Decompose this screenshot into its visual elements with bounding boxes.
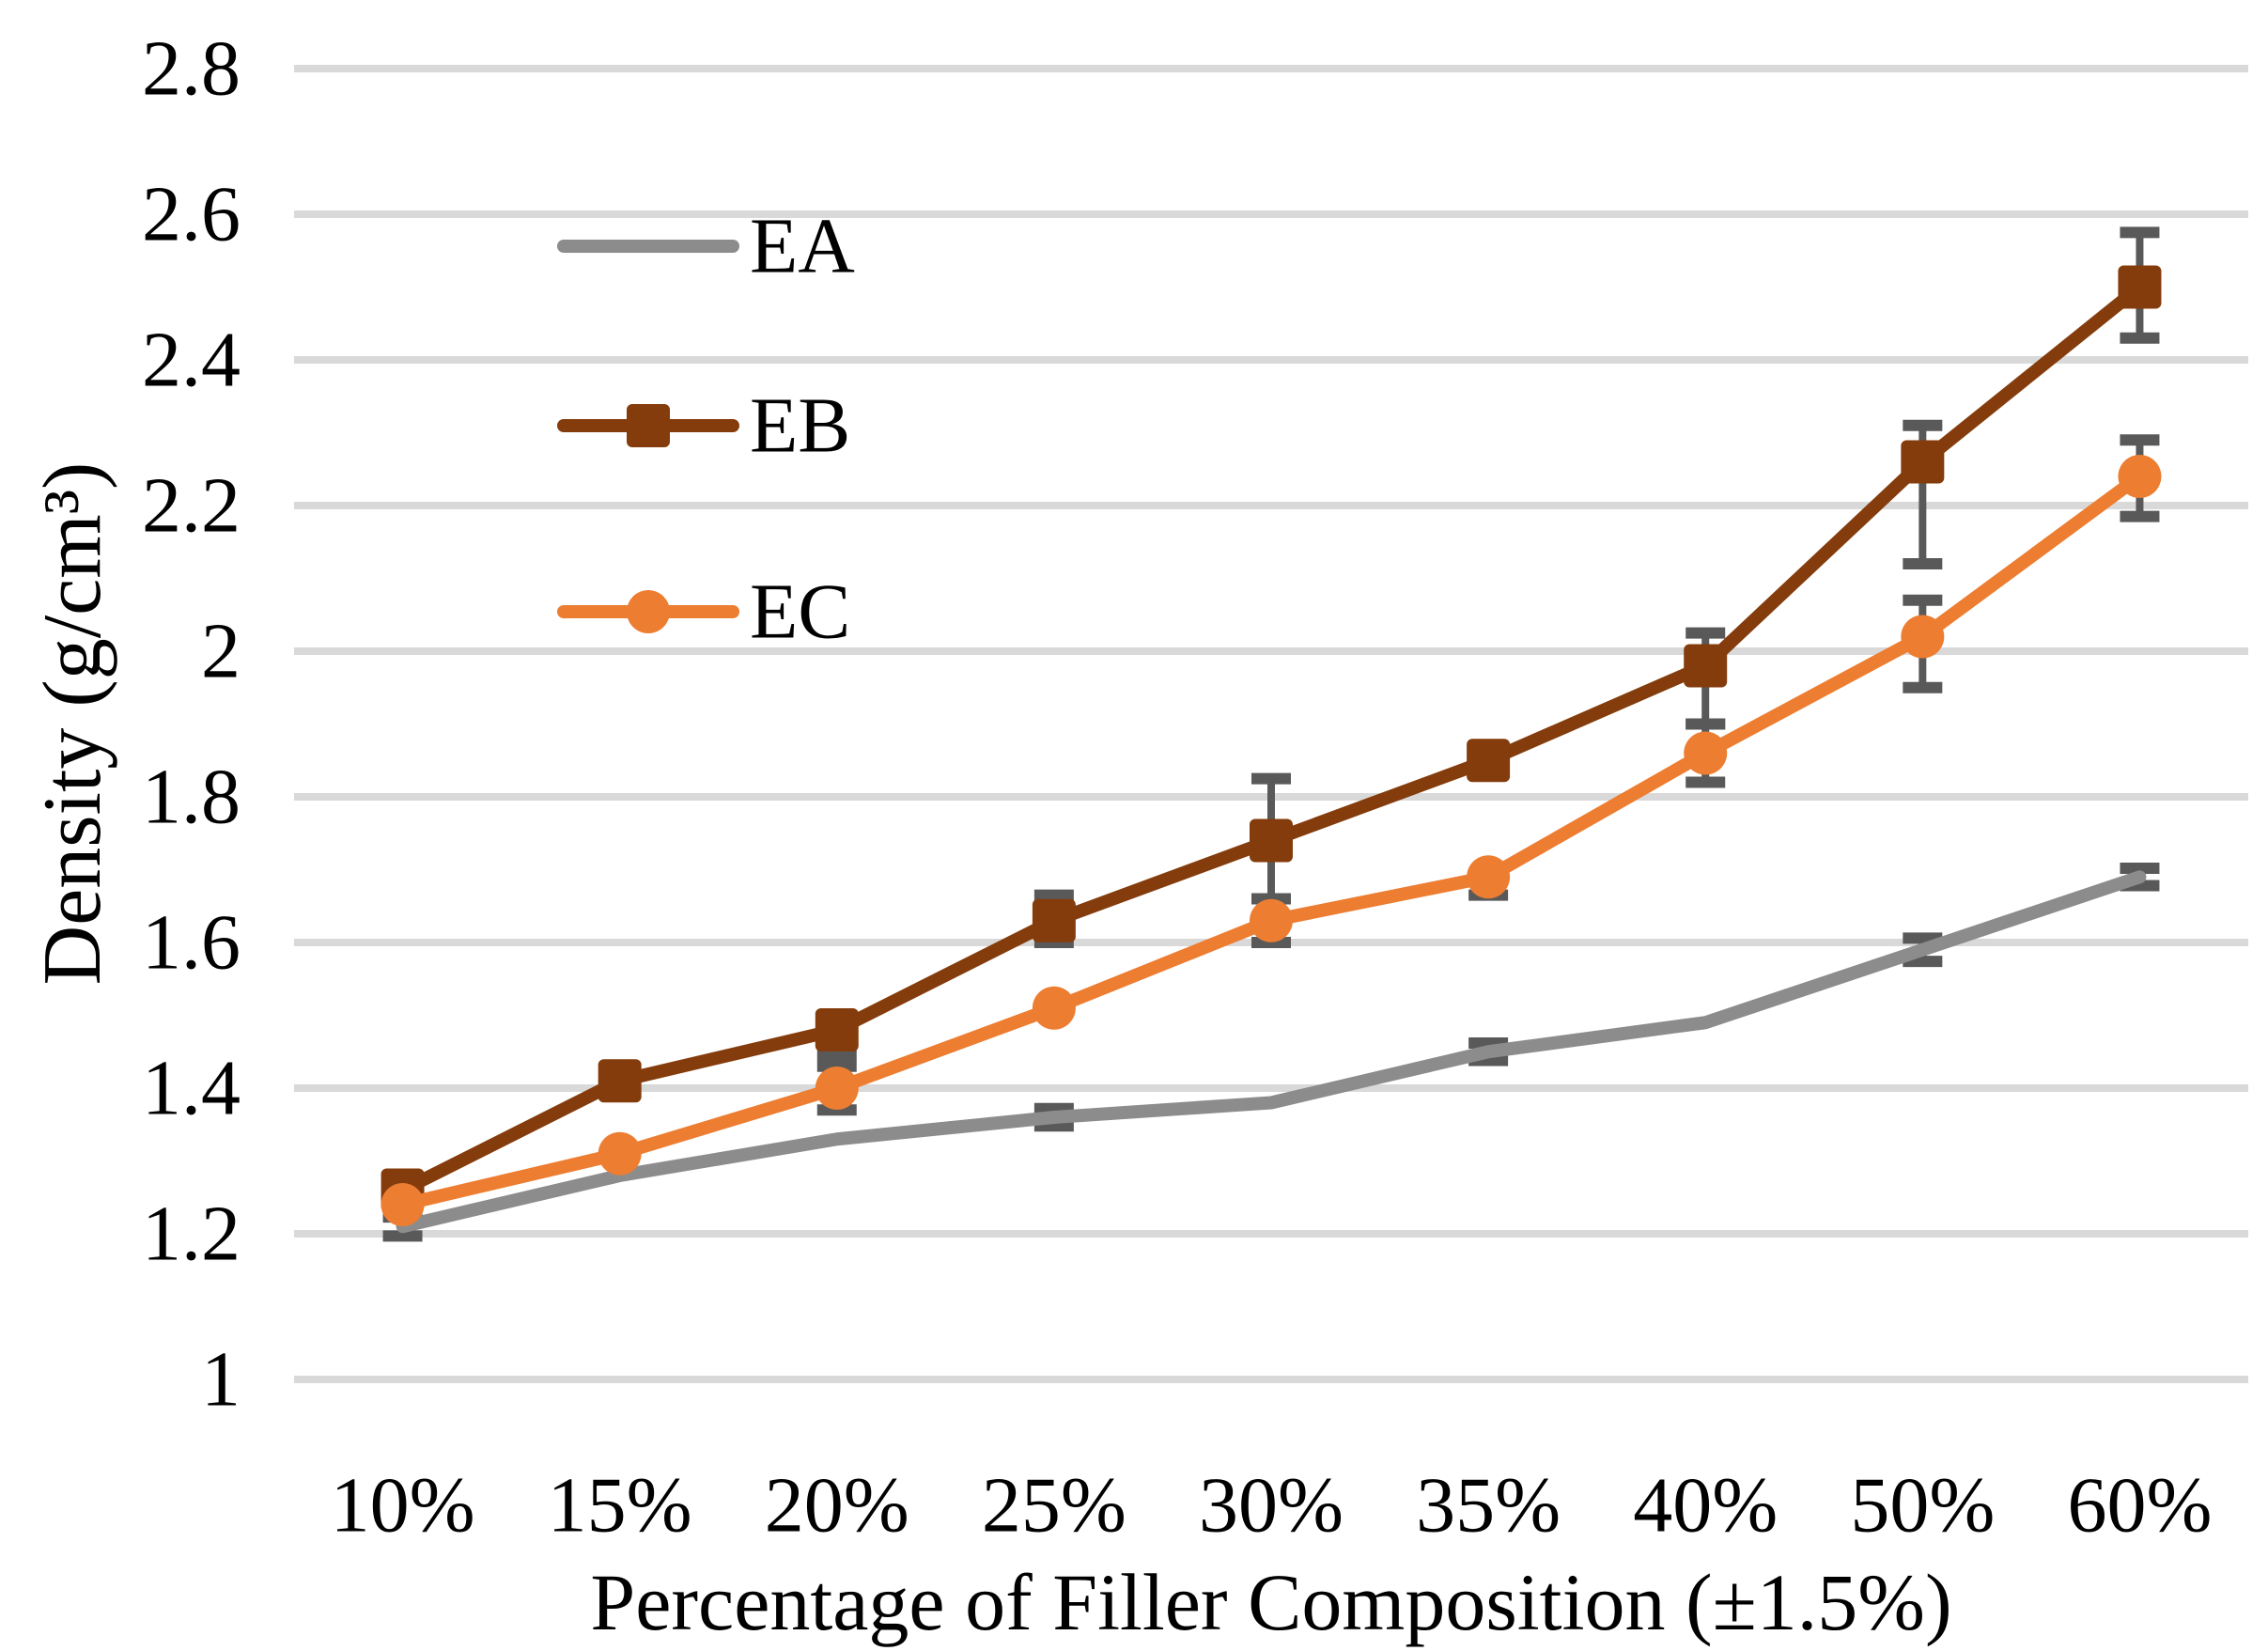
marker-EC-1 <box>598 1131 642 1176</box>
y-tick-label: 1.4 <box>142 1045 241 1132</box>
marker-EB-6 <box>1684 644 1728 688</box>
marker-EC-4 <box>1250 898 1293 942</box>
x-tick-label: 20% <box>765 1462 909 1550</box>
marker-EB-1 <box>598 1059 642 1103</box>
x-tick-label: 30% <box>1199 1462 1344 1550</box>
y-tick-label: 2.8 <box>142 25 241 113</box>
marker-legend-EC-0 <box>627 590 670 633</box>
x-tick-label: 10% <box>331 1462 475 1550</box>
marker-EC-6 <box>1684 731 1728 775</box>
legend-label-EB: EB <box>750 382 850 470</box>
y-tick-label: 1.2 <box>142 1191 241 1278</box>
y-tick-label: 2 <box>201 608 241 695</box>
x-tick-label: 25% <box>982 1462 1126 1550</box>
marker-EB-8 <box>2118 265 2162 309</box>
y-tick-label: 2.4 <box>142 317 241 404</box>
legend-label-EA: EA <box>750 203 855 290</box>
y-axis-title: Density (g/cm³) <box>27 461 118 986</box>
marker-EB-3 <box>1032 898 1076 942</box>
y-tick-label: 1 <box>201 1336 241 1424</box>
marker-EB-7 <box>1901 440 1945 484</box>
y-tick-label: 1.8 <box>142 754 241 841</box>
marker-EC-0 <box>381 1183 425 1226</box>
x-tick-label: 60% <box>2067 1462 2212 1550</box>
marker-EB-2 <box>815 1008 859 1051</box>
marker-EC-3 <box>1032 986 1076 1030</box>
marker-EC-5 <box>1467 855 1511 899</box>
y-tick-label: 1.6 <box>142 899 241 987</box>
x-tick-label: 50% <box>1850 1462 1995 1550</box>
marker-EC-2 <box>815 1067 859 1110</box>
marker-EC-7 <box>1901 615 1945 659</box>
y-tick-label: 2.6 <box>142 171 241 258</box>
x-tick-label: 35% <box>1416 1462 1561 1550</box>
legend-label-EC: EC <box>750 569 850 656</box>
x-tick-label: 15% <box>548 1462 692 1550</box>
y-tick-label: 2.2 <box>142 462 241 550</box>
series-line-EA <box>396 870 2147 1234</box>
marker-EB-5 <box>1467 739 1511 783</box>
marker-EB-4 <box>1250 818 1293 863</box>
marker-legend-EB-0 <box>627 404 670 447</box>
x-axis-title: Percentage of Filler Composition (±1.5%) <box>590 1557 1952 1647</box>
x-tick-label: 40% <box>1633 1462 1778 1550</box>
marker-EC-8 <box>2118 455 2162 498</box>
